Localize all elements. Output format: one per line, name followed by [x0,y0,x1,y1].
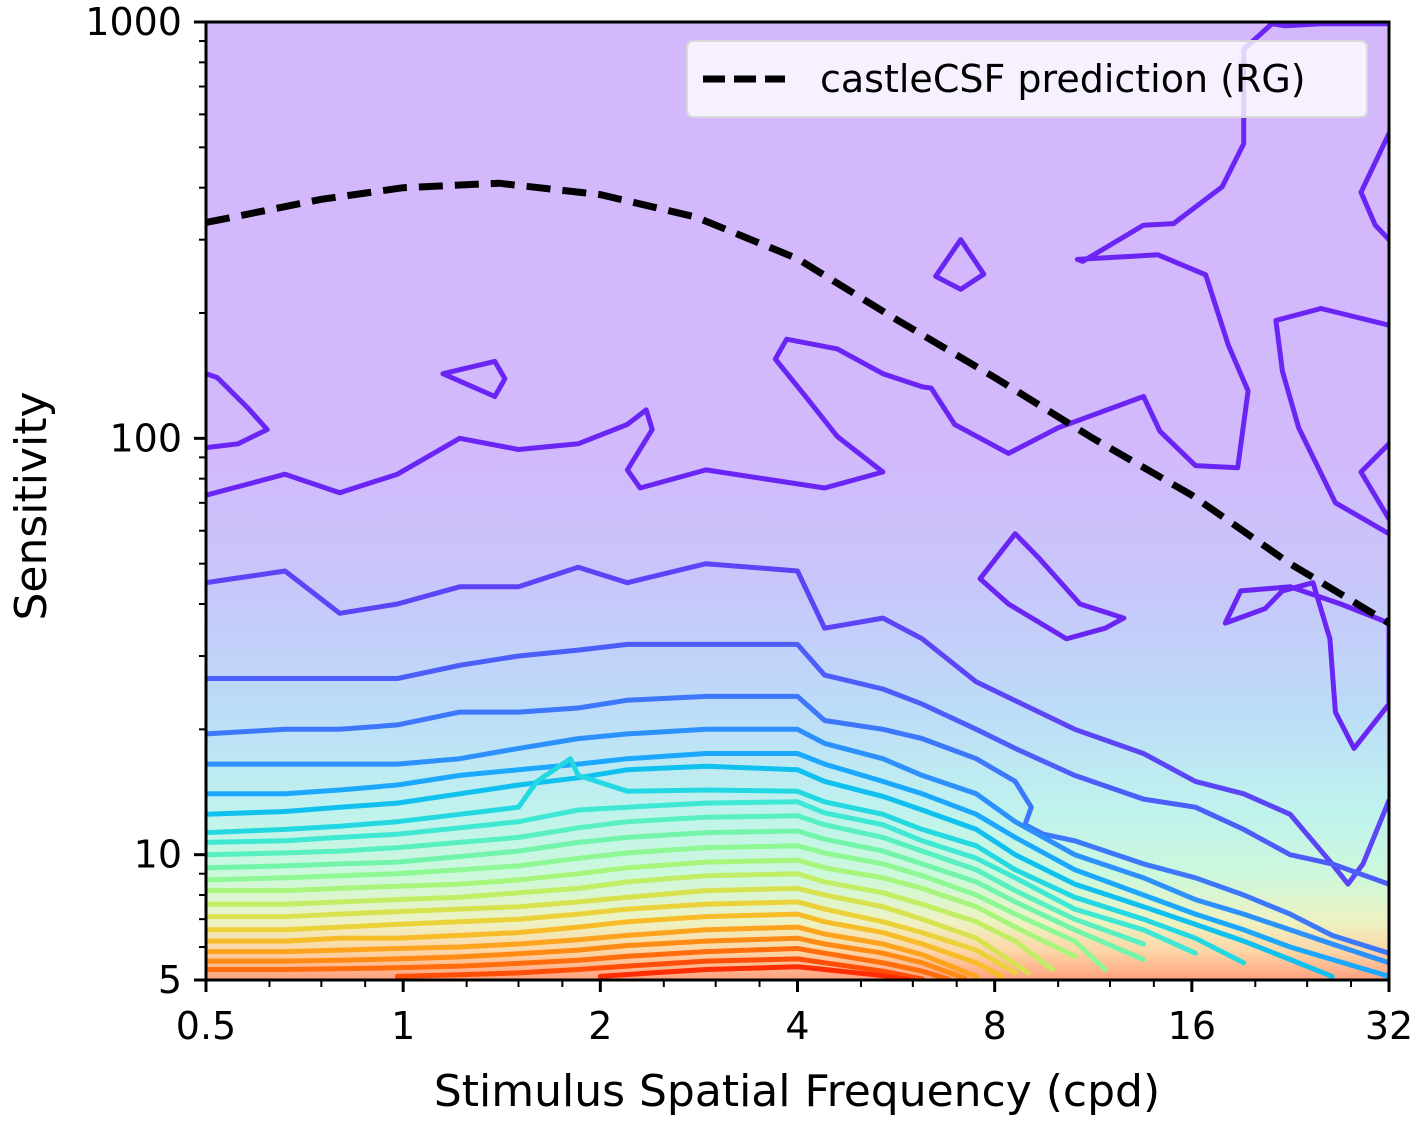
contour-line-level-20-27 [206,946,951,980]
x-tick-label: 4 [785,1004,809,1048]
x-tick-label: 2 [588,1004,612,1048]
contour-line-level-15-22 [206,885,1031,976]
contour-line-level-1-1 [206,371,270,451]
x-axis-title: Stimulus Spatial Frequency (cpd) [434,1066,1160,1117]
contour-line-level-19-26 [206,935,968,980]
legend-box [686,40,1368,118]
contour-line-level-1-0 [206,22,1389,498]
y-axis-title: Sensitivity [6,391,57,620]
series-line-0 [206,179,1389,627]
contour-line-level-21-28 [394,956,925,980]
contour-line-level-1-7 [977,531,1127,642]
contour-line-level-1-2 [440,358,508,399]
contour-line-level-7-14 [206,763,1335,979]
y-tick-label: 1000 [85,0,182,44]
contour-line-level-1-5 [1273,306,1389,537]
contour-line-level-18-25 [206,924,979,979]
contour-line-level-22-29 [597,964,911,980]
contour-line-level-2-9 [206,561,1389,887]
contour-line-level-12-19 [206,843,1108,972]
legend: castleCSF prediction (RG) [686,40,1368,118]
x-axis-ticks: 0.5 1 2 4 8 16 32 [176,980,1413,1048]
legend-label: castleCSF prediction (RG) [820,57,1306,101]
contour-line-level-10-17 [206,813,1146,947]
contour-line-level-6-13 [206,751,1389,979]
contour-line-level-1-4 [1358,130,1389,243]
contour-line-level-16-23 [206,899,1018,976]
prediction-series [206,179,1389,627]
contour-line-level-13-20 [206,857,1078,959]
x-tick-label: 1 [391,1004,415,1048]
contour-line-level-1-6 [1358,441,1389,522]
y-tick-label: 100 [109,416,182,460]
contour-line-level-4-11 [206,693,1389,956]
y-tick-label: 5 [158,958,182,1002]
x-tick-label: 32 [1365,1004,1413,1048]
contour-line-level-8-15 [206,756,1247,966]
x-tick-label: 0.5 [176,1004,236,1048]
contour-line-level-3-10 [206,641,1389,887]
contour-line-level-14-21 [206,871,1055,972]
contour-line-level-5-12 [206,726,1389,966]
contour-line-level-11-18 [206,828,1146,962]
y-tick-label: 10 [134,833,182,877]
contour-line-level-1-8 [1222,580,1389,751]
contour-line-level-9-16 [206,799,1198,956]
contour-line-level-17-24 [206,911,1005,979]
contour-line-level-1-3 [933,237,987,292]
contour-lines [206,22,1389,980]
y-axis-ticks: 5 10 100 1000 [85,0,206,1002]
x-tick-label: 16 [1168,1004,1216,1048]
x-tick-label: 8 [983,1004,1007,1048]
